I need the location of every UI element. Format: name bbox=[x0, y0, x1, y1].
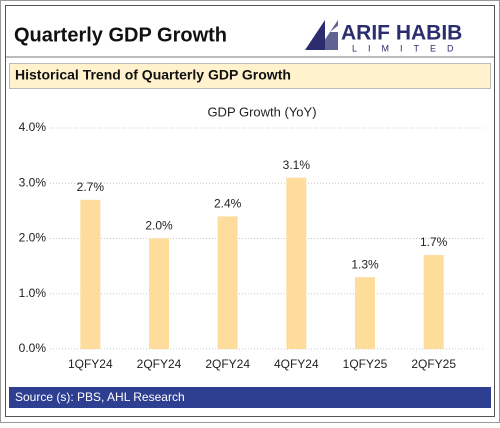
inner-frame bbox=[5, 5, 495, 417]
x-tick-label: 1QFY24 bbox=[68, 357, 113, 371]
value-label: 2.0% bbox=[145, 219, 173, 233]
logo-name: ARIF HABIB bbox=[341, 22, 462, 45]
subtitle-band bbox=[9, 63, 491, 89]
y-tick-label: 0.0% bbox=[19, 341, 47, 355]
logo-shape bbox=[318, 20, 338, 50]
value-label: 1.7% bbox=[420, 235, 448, 249]
value-label: 3.1% bbox=[283, 158, 311, 172]
bar bbox=[149, 238, 169, 349]
y-tick-label: 1.0% bbox=[19, 286, 47, 300]
x-tick-label: 1QFY25 bbox=[343, 357, 388, 371]
logo-shape bbox=[305, 20, 325, 50]
x-tick-label: 2QFY24 bbox=[205, 357, 250, 371]
value-label: 2.4% bbox=[214, 197, 242, 211]
logo-subtitle: LIMITED bbox=[352, 43, 465, 53]
bar bbox=[286, 177, 307, 349]
source-note: Source (s): PBS, AHL Research bbox=[15, 390, 185, 404]
chart-title: GDP Growth (YoY) bbox=[207, 104, 316, 119]
y-tick-label: 2.0% bbox=[19, 231, 47, 245]
bar bbox=[355, 277, 375, 349]
y-tick-label: 3.0% bbox=[19, 175, 47, 189]
chart-subtitle: Historical Trend of Quarterly GDP Growth bbox=[15, 67, 291, 83]
bar bbox=[80, 199, 101, 349]
value-label: 2.7% bbox=[77, 180, 105, 194]
bar bbox=[423, 255, 444, 349]
footer-band bbox=[9, 387, 491, 408]
logo: ARIF HABIB LIMITED bbox=[305, 20, 465, 53]
x-tick-label: 2QFY25 bbox=[411, 357, 456, 371]
x-tick-label: 4QFY24 bbox=[274, 357, 319, 371]
logo-shape bbox=[330, 20, 345, 32]
value-label: 1.3% bbox=[351, 257, 379, 271]
y-tick-label: 4.0% bbox=[19, 120, 47, 134]
bar bbox=[217, 216, 238, 349]
x-tick-label: 2QFY24 bbox=[137, 357, 182, 371]
page-title: Quarterly GDP Growth bbox=[14, 24, 227, 46]
